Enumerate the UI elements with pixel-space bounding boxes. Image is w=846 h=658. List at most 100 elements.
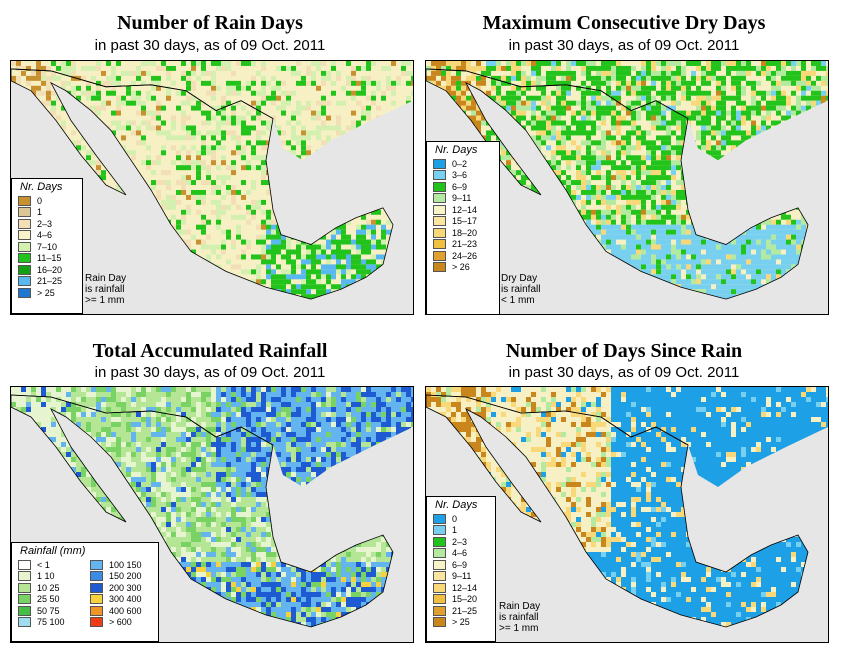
legend-swatch: [18, 594, 31, 605]
legend-entry: 2–3: [12, 218, 82, 230]
panel4-map[interactable]: Nr. Days 0 1 2–3 4–6 6–9 9–11 12–14 15–20 21–25 >…: [425, 386, 829, 643]
legend-label: 25 50: [37, 594, 60, 605]
legend-label: 7–10: [37, 241, 58, 252]
legend-label: 12–14: [452, 582, 478, 593]
legend-entry: 400 600: [84, 605, 156, 617]
panel1-note: Rain Day is rainfall >= 1 mm: [85, 273, 127, 306]
legend-swatch: [433, 571, 446, 582]
legend-label: > 26: [452, 262, 470, 273]
legend-label: 2–3: [37, 218, 53, 229]
legend-swatch: [18, 207, 31, 218]
legend-entry: 6–9: [427, 181, 499, 193]
legend-entry: 200 300: [84, 582, 156, 594]
panel1-map[interactable]: Nr. Days 0 1 2–3 4–6 7–10 11–15 16–20 21–25 > 25…: [10, 60, 414, 315]
legend-entry: 1 10: [12, 571, 84, 583]
map-canvas: [11, 61, 413, 314]
legend-label: 11–15: [37, 253, 62, 264]
legend-swatch: [433, 513, 446, 524]
legend-swatch: [433, 525, 446, 536]
legend-entry: 4–6: [12, 230, 82, 242]
legend-entry: 16–20: [12, 264, 82, 276]
legend-label: 50 75: [37, 605, 60, 616]
legend-label: 1 10: [37, 571, 55, 582]
legend-swatch: [18, 605, 31, 616]
legend-entry: 24–26: [427, 250, 499, 262]
legend-swatch: [90, 594, 103, 605]
legend-entry: 0: [12, 195, 82, 207]
legend-entry: 1: [427, 525, 495, 537]
legend-label: 24–26: [452, 250, 478, 261]
panel2-legend: Nr. Days 0–2 3–6 6–9 9–11 12–14 15–17 18–20 21–…: [426, 141, 500, 314]
legend-swatch: [433, 216, 446, 227]
legend-entry: > 25: [427, 617, 495, 629]
panel1-title: Number of Rain Days: [117, 12, 303, 34]
national-border: [426, 394, 689, 446]
panel2-subtitle: in past 30 days, as of 09 Oct. 2011: [508, 37, 740, 54]
panel2-map[interactable]: Nr. Days 0–2 3–6 6–9 9–11 12–14 15–17 18–20 21–…: [425, 60, 829, 315]
legend-label: > 600: [109, 617, 132, 628]
legend-swatch: [18, 241, 31, 252]
legend-title: Rainfall (mm): [20, 545, 86, 557]
legend-swatch: [433, 204, 446, 215]
national-border: [11, 394, 274, 446]
legend-entry: 3–6: [427, 170, 499, 182]
legend-label: > 25: [37, 287, 55, 298]
legend-label: 3–6: [452, 170, 468, 181]
legend-entry: 25 50: [12, 594, 84, 606]
legend-label: 4–6: [37, 230, 53, 241]
legend-swatch: [90, 617, 103, 628]
legend-label: 4–6: [452, 548, 468, 559]
legend-label: 9–11: [452, 571, 472, 582]
legend-swatch: [18, 253, 31, 264]
legend-swatch: [90, 571, 103, 582]
legend-label: 1: [37, 207, 43, 218]
legend-entry: > 26: [427, 262, 499, 274]
legend-title: Nr. Days: [435, 144, 478, 156]
legend-label: 16–20: [37, 264, 63, 275]
legend-entry: 7–10: [12, 241, 82, 253]
legend-label: 0–2: [452, 158, 468, 169]
legend-entry: 0–2: [427, 158, 499, 170]
legend-swatch: [433, 181, 446, 192]
legend-swatch: [18, 218, 31, 229]
legend-swatch: [433, 536, 446, 547]
legend-label: 0: [452, 513, 458, 524]
legend-swatch: [18, 582, 31, 593]
legend-entry: 75 100: [12, 617, 84, 629]
legend-swatch: [18, 559, 31, 570]
legend-label: < 1: [37, 559, 50, 570]
legend-swatch: [433, 559, 446, 570]
legend-entry: 4–6: [427, 548, 495, 560]
legend-swatch: [433, 158, 446, 169]
panel2-title: Maximum Consecutive Dry Days: [482, 12, 766, 34]
legend-entry: 1: [12, 207, 82, 219]
legend-swatch: [433, 582, 446, 593]
legend-entry: 10 25: [12, 582, 84, 594]
legend-entry: 2–3: [427, 536, 495, 548]
panel4-title: Number of Days Since Rain: [505, 340, 743, 362]
legend-entry: < 1: [12, 559, 84, 571]
legend-label: 150 200: [109, 571, 142, 582]
panel3-subtitle: in past 30 days, as of 09 Oct. 2011: [94, 364, 326, 381]
legend-swatch: [433, 193, 446, 204]
legend-entry: 50 75: [12, 605, 84, 617]
legend-entry: 6–9: [427, 559, 495, 571]
legend-entry: 21–25: [12, 276, 82, 288]
national-border: [11, 68, 274, 119]
legend-label: 6–9: [452, 559, 468, 570]
legend-label: 15–20: [452, 594, 478, 605]
legend-label: 21–23: [452, 239, 478, 250]
legend-swatch: [433, 239, 446, 250]
legend-title: Nr. Days: [435, 499, 478, 511]
legend-entry: 9–11: [427, 193, 499, 205]
legend-entry: 18–20: [427, 227, 499, 239]
legend-entry: 12–14: [427, 582, 495, 594]
legend-swatch: [18, 571, 31, 582]
legend-entry: 100 150: [84, 559, 156, 571]
legend-swatch: [433, 262, 446, 273]
legend-label: 10 25: [37, 582, 60, 593]
panel1-legend: Nr. Days 0 1 2–3 4–6 7–10 11–15 16–20 21–25 > 25: [11, 178, 83, 314]
legend-swatch: [18, 617, 31, 628]
map-canvas: [11, 387, 413, 642]
